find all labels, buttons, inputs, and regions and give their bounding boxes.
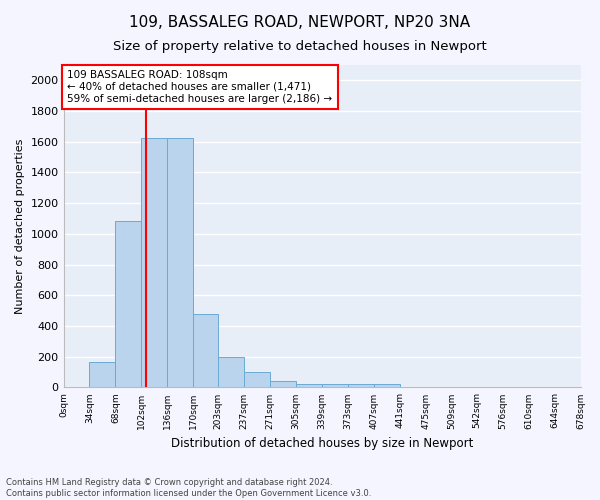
Bar	[322, 384, 348, 388]
Bar	[270, 380, 296, 388]
Text: 109 BASSALEG ROAD: 108sqm
← 40% of detached houses are smaller (1,471)
59% of se: 109 BASSALEG ROAD: 108sqm ← 40% of detac…	[67, 70, 332, 104]
Y-axis label: Number of detached properties: Number of detached properties	[15, 138, 25, 314]
Bar	[374, 384, 400, 388]
Bar	[142, 138, 167, 388]
Bar	[167, 138, 193, 388]
X-axis label: Distribution of detached houses by size in Newport: Distribution of detached houses by size …	[171, 437, 473, 450]
Bar	[115, 221, 142, 388]
Bar	[218, 356, 244, 388]
Bar	[244, 372, 270, 388]
Text: 109, BASSALEG ROAD, NEWPORT, NP20 3NA: 109, BASSALEG ROAD, NEWPORT, NP20 3NA	[130, 15, 470, 30]
Bar	[89, 362, 115, 388]
Text: Size of property relative to detached houses in Newport: Size of property relative to detached ho…	[113, 40, 487, 53]
Bar	[348, 384, 374, 388]
Bar	[296, 384, 322, 388]
Bar	[193, 314, 218, 388]
Text: Contains HM Land Registry data © Crown copyright and database right 2024.
Contai: Contains HM Land Registry data © Crown c…	[6, 478, 371, 498]
